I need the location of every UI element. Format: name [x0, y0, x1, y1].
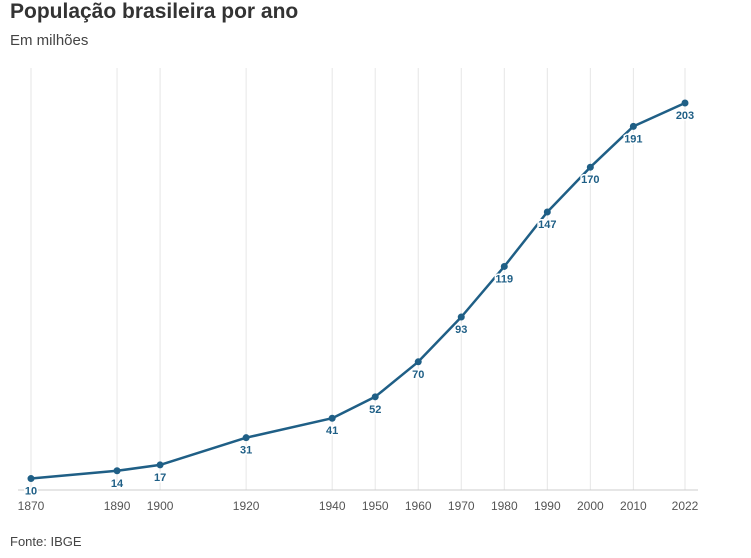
data-points [27, 99, 689, 483]
data-point-2010 [629, 122, 637, 130]
x-tick-label: 2000 [577, 499, 604, 513]
data-point-1980 [500, 262, 508, 270]
x-tick-label: 2022 [672, 499, 699, 513]
x-tick-label: 1970 [448, 499, 475, 513]
data-label-1980: 119 [495, 273, 513, 285]
data-label-1900: 17 [154, 472, 166, 484]
data-label-2010: 191 [624, 133, 642, 145]
x-tick-label: 1960 [405, 499, 432, 513]
data-point-1940 [328, 414, 336, 422]
data-label-1950: 52 [369, 404, 381, 416]
x-tick-label: 1890 [104, 499, 131, 513]
data-label-1870: 10 [25, 486, 37, 498]
gridlines [30, 68, 686, 490]
data-point-1870 [27, 475, 35, 483]
data-labels: 10 14 17 31 41 52 70 93 119 147 170 191 203 [23, 109, 695, 500]
chart-subtitle: Em milhões [10, 32, 89, 49]
x-tick-label: 1980 [491, 499, 518, 513]
data-label-2000: 170 [581, 174, 599, 186]
x-tick-label: 1870 [18, 499, 45, 513]
data-label-1920: 31 [240, 445, 252, 457]
data-point-2022 [681, 99, 689, 107]
source-note: Fonte: IBGE [10, 534, 82, 549]
data-point-2000 [586, 163, 594, 171]
data-point-1890 [113, 467, 121, 475]
population-line [30, 101, 686, 480]
x-axis-ticks: 1870 1890 1900 1920 1940 1950 1960 1970 1980 1990… [18, 499, 699, 513]
data-point-1990 [543, 208, 551, 216]
data-point-1950 [371, 393, 379, 401]
x-tick-label: 1920 [233, 499, 260, 513]
data-label-1960: 70 [412, 369, 424, 381]
data-label-1940: 41 [326, 425, 338, 437]
data-label-1990: 147 [538, 219, 556, 231]
x-tick-label: 1900 [147, 499, 174, 513]
data-label-2022: 203 [676, 110, 694, 122]
chart-title: População brasileira por ano [10, 0, 299, 23]
data-label-1970: 93 [455, 324, 467, 336]
x-tick-label: 2010 [620, 499, 647, 513]
data-label-1890: 14 [111, 478, 124, 490]
x-tick-label: 1950 [362, 499, 389, 513]
data-point-1960 [414, 358, 422, 366]
data-point-1920 [242, 434, 250, 442]
x-tick-label: 1940 [319, 499, 346, 513]
data-point-1970 [457, 313, 465, 321]
x-tick-label: 1990 [534, 499, 561, 513]
data-point-1900 [156, 461, 164, 469]
